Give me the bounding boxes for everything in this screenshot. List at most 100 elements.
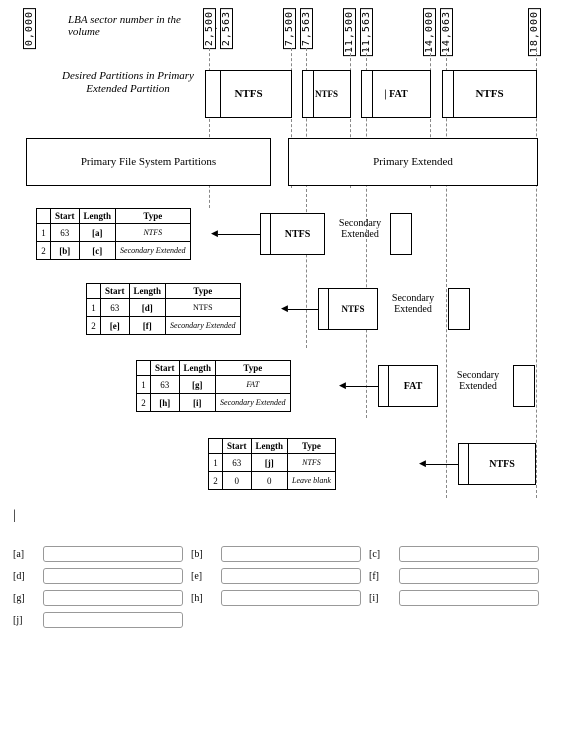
sec-box-1: NTFS <box>260 213 325 255</box>
input-d[interactable] <box>43 568 183 584</box>
cell-blank-d: [d] <box>129 299 166 317</box>
cell: 63 <box>223 454 252 472</box>
sec-box-2: NTFS <box>318 288 378 330</box>
input-f[interactable] <box>399 568 539 584</box>
cell: NTFS <box>288 454 336 472</box>
desired-ntfs-3: NTFS <box>442 70 537 118</box>
primary-ext-label: Primary Extended <box>373 156 453 168</box>
box-label: NTFS <box>315 89 338 99</box>
sec-fs-label: NTFS <box>271 214 324 254</box>
partition-diagram: LBA sector number in the volume → Desire… <box>8 8 563 608</box>
input-g[interactable] <box>43 590 183 606</box>
th-start: Start <box>223 439 252 454</box>
cell: Secondary Extended <box>216 394 291 412</box>
cell-blank-f: [f] <box>129 317 166 335</box>
input-a[interactable] <box>43 546 183 562</box>
input-label-e: [e] <box>191 571 213 582</box>
desired-label-text: Desired Partitions in Primary Extended P… <box>62 70 194 95</box>
primary-fs-label: Primary File System Partitions <box>81 156 216 168</box>
cell: 63 <box>51 224 80 242</box>
cell-blank-j: [j] <box>251 454 288 472</box>
input-label-g: [g] <box>13 593 35 604</box>
table-row: 2[e][f]Secondary Extended <box>87 317 241 335</box>
th-type: Type <box>116 209 191 224</box>
sec-fs-label: NTFS <box>329 289 377 329</box>
th-type: Type <box>166 284 241 299</box>
table-row: 163[j]NTFS <box>209 454 336 472</box>
input-label-h: [h] <box>191 593 213 604</box>
th-type: Type <box>288 439 336 454</box>
lba-label-text: LBA sector number in the volume <box>68 14 181 38</box>
table-row: 200Leave blank <box>209 472 336 490</box>
cell-blank-i: [i] <box>179 394 216 412</box>
th-start: Start <box>101 284 130 299</box>
input-c[interactable] <box>399 546 539 562</box>
tick-7563: 7,563 <box>300 8 313 49</box>
input-b[interactable] <box>221 546 361 562</box>
table-row: 163[a]NTFS <box>37 224 191 242</box>
lba-label: LBA sector number in the volume → <box>68 14 198 38</box>
tick-0: 0,000 <box>23 8 36 49</box>
arrow-connector <box>288 309 318 310</box>
arrow-connector <box>346 386 378 387</box>
box-label: NTFS <box>234 88 262 100</box>
sec-ext-label-1: Secondary Extended <box>330 218 390 240</box>
box-label: NTFS <box>475 88 503 100</box>
partition-table-2: StartLengthType 163[d]NTFS 2[e][f]Second… <box>86 283 241 335</box>
table-row: 2[b][c]Secondary Extended <box>37 242 191 260</box>
arrow-connector <box>218 234 260 235</box>
input-e[interactable] <box>221 568 361 584</box>
sec-fs-label: NTFS <box>469 444 535 484</box>
cell-blank-a: [a] <box>79 224 116 242</box>
sec-outer-2 <box>448 288 470 330</box>
input-label-i: [i] <box>369 593 391 604</box>
input-h[interactable] <box>221 590 361 606</box>
cell: Leave blank <box>288 472 336 490</box>
text-cursor: | <box>13 508 16 524</box>
cell: 63 <box>101 299 130 317</box>
primary-ext-box: Primary Extended <box>288 138 538 186</box>
input-j[interactable] <box>43 612 183 628</box>
cell-blank-e: [e] <box>101 317 130 335</box>
sec-ext-label-3: Secondary Extended <box>448 370 508 392</box>
box-label: | FAT <box>384 89 407 100</box>
sec-outer-3 <box>513 365 535 407</box>
th-length: Length <box>79 209 116 224</box>
sec-ext-label-2: Secondary Extended <box>383 293 443 315</box>
table-row: 163[g]FAT <box>137 376 291 394</box>
th-type: Type <box>216 361 291 376</box>
desired-ntfs-2: NTFS <box>302 70 351 118</box>
input-label-d: [d] <box>13 571 35 582</box>
cell: Secondary Extended <box>166 317 241 335</box>
th-length: Length <box>179 361 216 376</box>
th-length: Length <box>129 284 166 299</box>
answer-inputs: [a] [b] [c] [d] [e] [f] [g] [h] [i] [j] <box>13 546 539 628</box>
partition-table-3: StartLengthType 163[g]FAT 2[h][i]Seconda… <box>136 360 291 412</box>
cell: NTFS <box>116 224 191 242</box>
cell: Secondary Extended <box>116 242 191 260</box>
input-label-j: [j] <box>13 615 35 626</box>
table-row: 2[h][i]Secondary Extended <box>137 394 291 412</box>
input-i[interactable] <box>399 590 539 606</box>
cell-blank-c: [c] <box>79 242 116 260</box>
partition-table-1: StartLengthType 163[a]NTFS 2[b][c]Second… <box>36 208 191 260</box>
sec-box-3: FAT <box>378 365 438 407</box>
desired-fat: | FAT <box>361 70 431 118</box>
cell: 0 <box>223 472 252 490</box>
desired-label: Desired Partitions in Primary Extended P… <box>58 70 198 96</box>
tick-2500: 2,500 <box>203 8 216 49</box>
tick-2563: 2,563 <box>220 8 233 49</box>
cell-blank-g: [g] <box>179 376 216 394</box>
sec-fs-label: FAT <box>389 366 437 406</box>
cell: 63 <box>151 376 180 394</box>
table-row: 163[d]NTFS <box>87 299 241 317</box>
desired-ntfs-1: NTFS <box>205 70 292 118</box>
primary-fs-box: Primary File System Partitions <box>26 138 271 186</box>
input-label-f: [f] <box>369 571 391 582</box>
tick-7500: 7,500 <box>283 8 296 49</box>
th-length: Length <box>251 439 288 454</box>
th-start: Start <box>51 209 80 224</box>
input-label-c: [c] <box>369 549 391 560</box>
cell: 0 <box>251 472 288 490</box>
partition-table-4: StartLengthType 163[j]NTFS 200Leave blan… <box>208 438 336 490</box>
